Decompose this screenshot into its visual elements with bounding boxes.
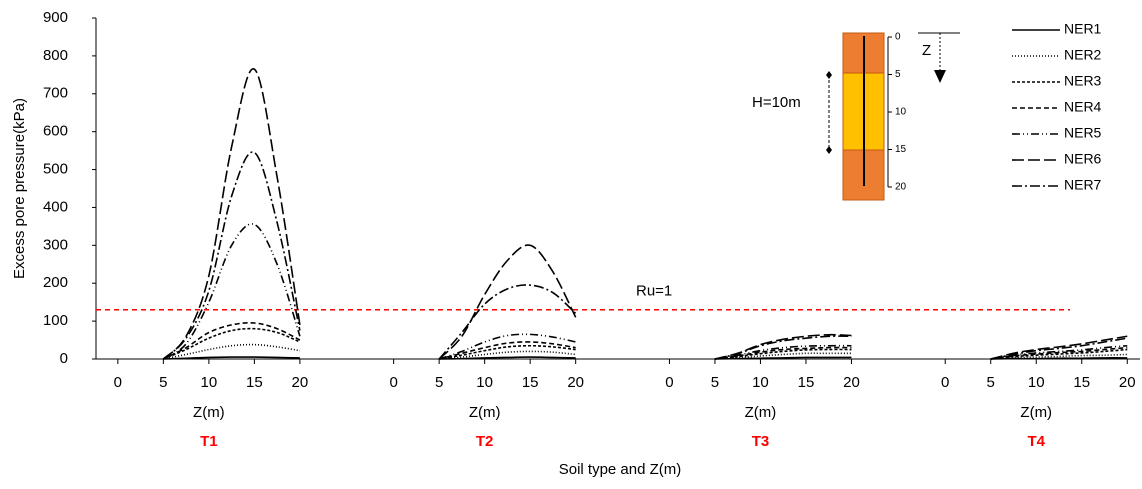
y-tick-label: 800 <box>43 47 68 64</box>
x-tick-label: 10 <box>752 374 769 391</box>
series-line <box>714 335 852 360</box>
x-tick-label: 20 <box>843 374 860 391</box>
legend-label: NER6 <box>1064 151 1102 167</box>
x-tick-label: 20 <box>292 374 309 391</box>
x-tick-label: 10 <box>476 374 493 391</box>
depth-label: Z <box>922 42 931 59</box>
series-line <box>438 333 576 360</box>
series-line <box>990 348 1128 360</box>
x-tick-label: 15 <box>522 374 539 391</box>
series-line <box>438 341 576 360</box>
group-label: T4 <box>1027 433 1045 450</box>
x-tick-label: 15 <box>246 374 263 391</box>
depth-tick-label: 20 <box>895 182 907 193</box>
y-tick-label: 600 <box>43 123 68 140</box>
depth-tick-label: 5 <box>895 69 901 80</box>
series-line <box>163 356 300 360</box>
legend-label: NER7 <box>1064 177 1102 193</box>
x-tick-label: 5 <box>987 374 995 391</box>
x-tick-label: 5 <box>435 374 443 391</box>
y-tick-label: 900 <box>43 9 68 26</box>
series-line <box>714 356 852 360</box>
x-tick-label: 15 <box>1073 374 1090 391</box>
x-tick-label: 10 <box>1028 374 1045 391</box>
series-line <box>439 356 576 360</box>
group-axis-label: Z(m) <box>469 404 501 421</box>
thickness-label: H=10m <box>752 94 801 111</box>
depth-tick-label: 15 <box>895 144 907 155</box>
series-line <box>163 343 301 360</box>
group-label: T2 <box>476 433 494 450</box>
group-label: T3 <box>752 433 770 450</box>
legend-label: NER4 <box>1064 99 1102 115</box>
legend-label: NER5 <box>1064 125 1102 141</box>
series-line <box>990 335 1128 360</box>
group-axis-label: Z(m) <box>745 404 777 421</box>
x-tick-label: 10 <box>201 374 218 391</box>
series-line <box>714 344 852 360</box>
y-tick-label: 200 <box>43 274 68 291</box>
series-line <box>990 337 1128 360</box>
series-line <box>438 244 577 360</box>
depth-arrow-head <box>934 70 946 83</box>
group-label: T1 <box>200 433 218 450</box>
x-tick-label: 0 <box>114 374 122 391</box>
x-tick-label: 20 <box>567 374 584 391</box>
depth-tick-label: 0 <box>895 32 901 43</box>
depth-tick-label: 10 <box>895 107 907 118</box>
x-axis-label: Soil type and Z(m) <box>559 461 682 478</box>
y-tick-label: 300 <box>43 236 68 253</box>
x-tick-label: 0 <box>941 374 949 391</box>
series-line <box>439 350 576 360</box>
series-line <box>714 346 852 360</box>
x-tick-label: 5 <box>711 374 719 391</box>
series-line <box>990 346 1128 360</box>
group-axis-label: Z(m) <box>1020 404 1052 421</box>
y-tick-label: 100 <box>43 312 68 329</box>
group-axis-label: Z(m) <box>193 404 225 421</box>
series-line <box>162 68 301 360</box>
series-line <box>162 223 301 360</box>
series-line <box>163 327 301 360</box>
legend-label: NER3 <box>1064 73 1102 89</box>
series-line <box>990 357 1128 360</box>
y-axis-label: Excess pore pressure(kPa) <box>11 98 28 279</box>
series-line <box>162 322 301 360</box>
x-tick-label: 20 <box>1119 374 1136 391</box>
series-line <box>714 348 852 360</box>
x-tick-label: 0 <box>665 374 673 391</box>
x-tick-label: 5 <box>159 374 167 391</box>
legend-label: NER2 <box>1064 47 1102 63</box>
x-tick-label: 15 <box>798 374 815 391</box>
y-tick-label: 500 <box>43 161 68 178</box>
x-tick-label: 0 <box>389 374 397 391</box>
y-tick-label: 0 <box>60 350 68 367</box>
y-tick-label: 700 <box>43 85 68 102</box>
y-tick-label: 400 <box>43 198 68 215</box>
reference-label: Ru=1 <box>636 283 672 300</box>
legend-label: NER1 <box>1064 21 1102 37</box>
inset: H=10m Z <box>752 32 960 201</box>
series-line <box>438 284 577 360</box>
series-line <box>162 151 301 360</box>
